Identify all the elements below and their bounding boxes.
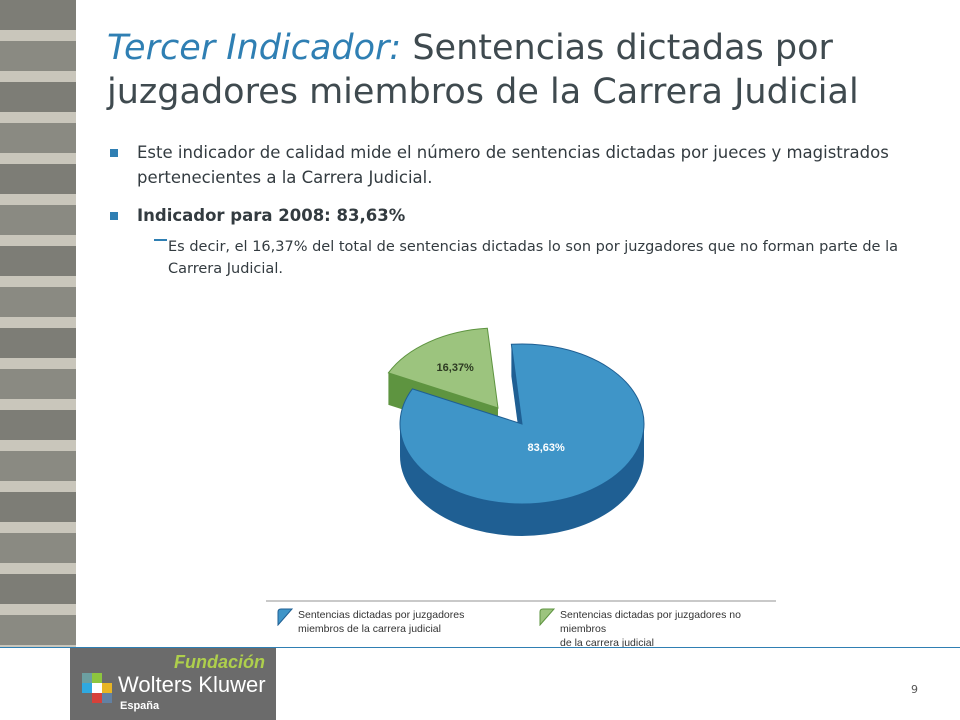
legend-swatch-nonmembers bbox=[539, 608, 556, 627]
logo-country-text: España bbox=[120, 700, 160, 712]
stair-edge bbox=[0, 440, 76, 451]
stair-edge bbox=[0, 481, 76, 492]
legend-entry-members: Sentencias dictadas por juzgadores miemb… bbox=[276, 608, 464, 635]
stair-step bbox=[0, 205, 76, 235]
pie-slice-1 bbox=[387, 327, 499, 409]
wolters-kluwer-logo: Fundación Wolters Kluwer España bbox=[70, 648, 276, 720]
bullet-square-icon bbox=[110, 149, 118, 157]
stair-edge bbox=[0, 358, 76, 369]
bullet-1: Este indicador de calidad mide el número… bbox=[110, 143, 910, 195]
legend-members-line-1: Sentencias dictadas por juzgadores bbox=[298, 609, 465, 621]
stair-edge bbox=[0, 153, 76, 164]
legend-members-line-2: miembros de la carrera judicial bbox=[298, 623, 441, 635]
stair-step bbox=[0, 574, 76, 604]
stair-step bbox=[0, 0, 76, 30]
stair-step bbox=[0, 533, 76, 563]
stair-edge bbox=[0, 71, 76, 82]
bullet-square-icon bbox=[110, 212, 118, 220]
footer-divider bbox=[0, 647, 960, 648]
title-accent: Tercer Indicador: bbox=[107, 28, 402, 68]
stair-edge bbox=[0, 194, 76, 205]
legend-swatch-members bbox=[277, 608, 294, 627]
page-number: 9 bbox=[911, 683, 918, 696]
legend-divider bbox=[266, 600, 776, 602]
stair-edge bbox=[0, 112, 76, 123]
legend-entry-nonmembers: Sentencias dictadas por juzgadores no mi… bbox=[538, 608, 741, 649]
bullet-1-text: Este indicador de calidad mide el número… bbox=[137, 143, 889, 187]
stair-step bbox=[0, 492, 76, 522]
stair-step bbox=[0, 287, 76, 317]
stair-step bbox=[0, 164, 76, 194]
title-main: Sentencias dictadas por juzgadores miemb… bbox=[107, 28, 859, 112]
bullet-2-subtext: Es decir, el 16,37% del total de sentenc… bbox=[168, 239, 898, 277]
wolters-kluwer-mark-icon bbox=[82, 673, 112, 703]
stair-step bbox=[0, 410, 76, 440]
stair-edge bbox=[0, 563, 76, 574]
stair-edge bbox=[0, 399, 76, 410]
legend-nonmembers-line-2: de la carrera judicial bbox=[560, 637, 654, 649]
pie-slice-0 bbox=[399, 343, 645, 505]
stair-step bbox=[0, 615, 76, 645]
legend-nonmembers-line-1: Sentencias dictadas por juzgadores no mi… bbox=[560, 609, 741, 635]
stair-edge bbox=[0, 522, 76, 533]
stair-edge bbox=[0, 604, 76, 615]
legend-label-members: Sentencias dictadas por juzgadores miemb… bbox=[298, 608, 498, 636]
stair-edge bbox=[0, 30, 76, 41]
stair-edge bbox=[0, 645, 76, 648]
pie-data-label-0: 83,63% bbox=[528, 442, 566, 454]
stair-step bbox=[0, 328, 76, 358]
stair-edge bbox=[0, 317, 76, 328]
legend-label-nonmembers: Sentencias dictadas por juzgadores no mi… bbox=[560, 608, 760, 650]
pie-data-label-1: 16,37% bbox=[437, 362, 475, 374]
stair-edge bbox=[0, 276, 76, 287]
stair-step bbox=[0, 82, 76, 112]
stair-step bbox=[0, 123, 76, 153]
stairs-photo bbox=[0, 0, 76, 648]
stair-step bbox=[0, 369, 76, 399]
slide-title: Tercer Indicador: Sentencias dictadas po… bbox=[107, 26, 927, 114]
stair-edge bbox=[0, 235, 76, 246]
logo-brand-text: Wolters Kluwer bbox=[118, 672, 266, 697]
pie-chart: 83,63% 16,37% bbox=[387, 327, 645, 536]
sub-bullet-dash-icon bbox=[154, 239, 167, 241]
stair-step bbox=[0, 246, 76, 276]
bullet-2: Indicador para 2008: 83,63% Es decir, el… bbox=[110, 206, 910, 286]
stair-step bbox=[0, 41, 76, 71]
bullet-2-text: Indicador para 2008: 83,63% bbox=[137, 206, 406, 225]
pie-slice-side bbox=[400, 424, 644, 536]
stair-step bbox=[0, 451, 76, 481]
logo-fundacion-text: Fundación bbox=[174, 652, 265, 672]
